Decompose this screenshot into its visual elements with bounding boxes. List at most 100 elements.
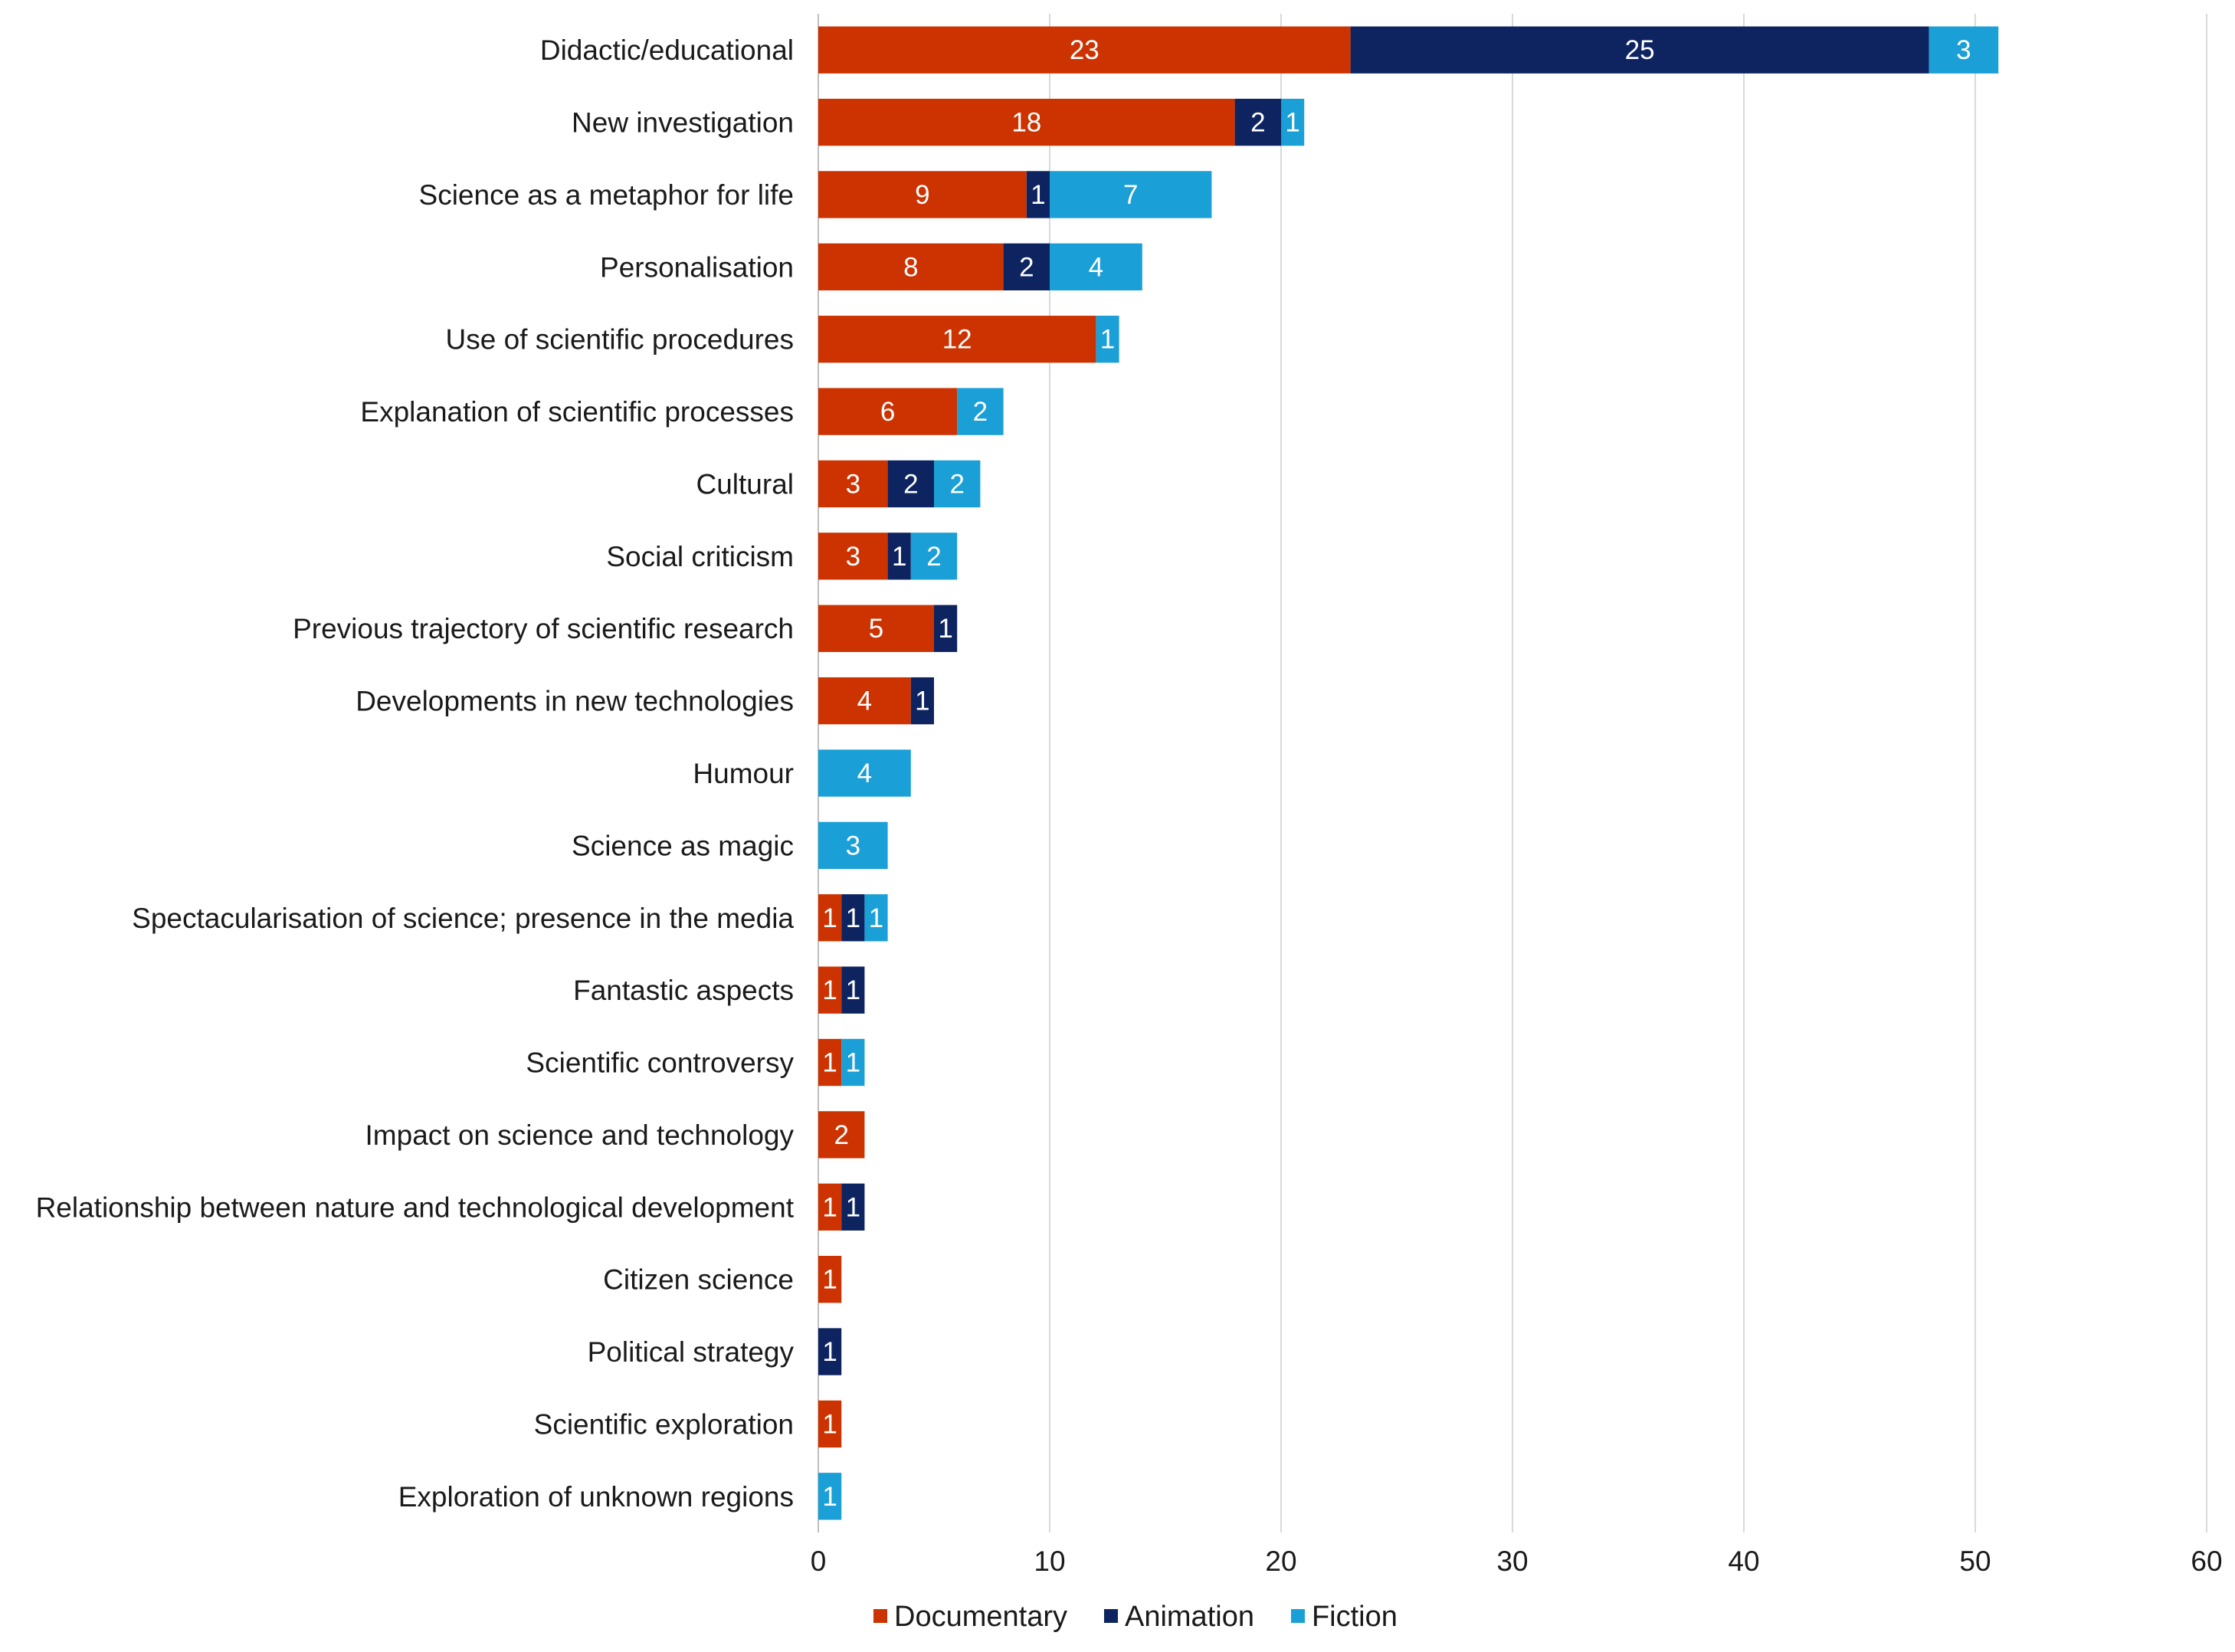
x-tick-label-0: 0 (811, 1545, 827, 1577)
category-label-relationship-between-nature-and-technological-development: Relationship between nature and technolo… (36, 1191, 795, 1223)
data-label-fiction-use-of-scientific-procedures: 1 (1100, 325, 1115, 355)
bar-fiction-humour (818, 749, 911, 797)
data-label-animation-personalisation: 2 (1019, 252, 1034, 282)
data-label-fiction-didactic-educational: 3 (1956, 35, 1971, 65)
category-label-humour: Humour (693, 758, 794, 789)
data-label-animation-relationship-between-nature-and-technological-development: 1 (846, 1192, 860, 1222)
data-label-documentary-scientific-exploration: 1 (822, 1409, 837, 1439)
data-label-fiction-humour: 4 (857, 759, 872, 788)
category-label-political-strategy: Political strategy (588, 1336, 795, 1368)
bar-documentary-relationship-between-nature-and-technological-development (818, 1183, 842, 1231)
category-label-personalisation: Personalisation (600, 251, 794, 283)
category-label-cultural: Cultural (696, 468, 795, 500)
bar-animation-science-as-a-metaphor-for-life (1026, 171, 1050, 218)
bar-animation-personalisation (1003, 243, 1050, 291)
legend: Documentary Animation Fiction (873, 1601, 1398, 1633)
data-label-animation-previous-trajectory-of-scientific-research: 1 (938, 614, 952, 644)
bar-animation-social-criticism (887, 533, 911, 580)
data-label-fiction-personalisation: 4 (1089, 252, 1103, 282)
data-label-documentary-new-investigation: 18 (1011, 108, 1041, 138)
x-tick-label-30: 30 (1496, 1545, 1528, 1577)
bar-documentary-developments-in-new-technologies (818, 677, 911, 725)
x-tick-label-60: 60 (2191, 1545, 2222, 1577)
category-label-scientific-controversy: Scientific controversy (526, 1047, 794, 1079)
bar-animation-cultural (887, 460, 934, 508)
category-label-exploration-of-unknown-regions: Exploration of unknown regions (398, 1481, 794, 1513)
bar-documentary-social-criticism (818, 533, 888, 580)
bar-documentary-previous-trajectory-of-scientific-research (818, 605, 934, 652)
gridlines (818, 14, 2207, 1532)
data-label-documentary-social-criticism: 3 (846, 542, 860, 572)
data-label-fiction-science-as-magic: 3 (846, 831, 860, 860)
data-label-fiction-exploration-of-unknown-regions: 1 (822, 1482, 837, 1512)
x-tick-label-10: 10 (1034, 1545, 1065, 1577)
data-label-documentary-previous-trajectory-of-scientific-research: 5 (869, 614, 883, 644)
category-label-previous-trajectory-of-scientific-research: Previous trajectory of scientific resear… (293, 613, 794, 644)
legend-label-fiction: Fiction (1312, 1601, 1398, 1633)
data-label-documentary-spectacularisation-of-science-presence-in-the-media: 1 (822, 903, 837, 933)
category-label-explanation-of-scientific-processes: Explanation of scientific processes (360, 396, 794, 428)
data-label-fiction-science-as-a-metaphor-for-life: 7 (1123, 180, 1138, 210)
category-label-scientific-exploration: Scientific exploration (534, 1408, 794, 1440)
bar-fiction-new-investigation (1281, 98, 1305, 146)
bar-fiction-explanation-of-scientific-processes (957, 388, 1004, 435)
data-label-animation-science-as-a-metaphor-for-life: 1 (1031, 180, 1045, 210)
legend-swatch-animation (1103, 1609, 1118, 1623)
bar-documentary-cultural (818, 460, 888, 508)
bar-documentary-fantastic-aspects (818, 966, 842, 1014)
data-label-documentary-use-of-scientific-procedures: 12 (942, 325, 972, 355)
category-labels: Didactic/educational New investigation Sci… (36, 34, 795, 1513)
x-tick-label-40: 40 (1728, 1545, 1759, 1577)
data-label-fiction-spectacularisation-of-science-presence-in-the-media: 1 (869, 903, 883, 933)
category-label-social-criticism: Social criticism (606, 541, 794, 572)
bar-fiction-science-as-a-metaphor-for-life (1050, 171, 1212, 218)
data-label-documentary-cultural: 3 (846, 469, 860, 499)
bar-animation-relationship-between-nature-and-technological-development (841, 1183, 865, 1231)
data-label-documentary-science-as-a-metaphor-for-life: 9 (915, 180, 929, 210)
bar-animation-didactic-educational (1350, 26, 1929, 74)
x-axis-ticks: 0 10 20 30 40 50 60 (811, 1545, 2223, 1577)
data-label-documentary-developments-in-new-technologies: 4 (857, 687, 872, 716)
bar-fiction-didactic-educational (1929, 26, 1999, 74)
data-label-documentary-scientific-controversy: 1 (822, 1048, 837, 1078)
bar-documentary-new-investigation (818, 98, 1235, 146)
category-label-new-investigation: New investigation (572, 107, 794, 139)
legend-swatch-fiction (1290, 1609, 1305, 1623)
data-label-fiction-scientific-controversy: 1 (846, 1048, 860, 1078)
bar-documentary-impact-on-science-and-technology (818, 1111, 865, 1159)
data-label-animation-spectacularisation-of-science-presence-in-the-media: 1 (846, 903, 860, 933)
data-label-animation-new-investigation: 2 (1250, 108, 1265, 138)
category-label-science-as-magic: Science as magic (572, 830, 794, 861)
data-label-documentary-personalisation: 8 (903, 252, 918, 282)
category-label-didactic-educational: Didactic/educational (540, 34, 794, 66)
bar-fiction-use-of-scientific-procedures (1096, 316, 1119, 363)
data-label-animation-cultural: 2 (903, 469, 918, 499)
data-label-documentary-impact-on-science-and-technology: 2 (834, 1120, 848, 1150)
bar-fiction-science-as-magic (818, 821, 888, 870)
legend-swatch-documentary (873, 1609, 887, 1623)
bar-animation-developments-in-new-technologies (910, 677, 934, 725)
x-tick-label-20: 20 (1265, 1545, 1296, 1577)
bar-animation-new-investigation (1234, 98, 1281, 146)
category-label-use-of-scientific-procedures: Use of scientific procedures (446, 324, 794, 356)
data-label-fiction-cultural: 2 (949, 469, 964, 499)
bar-fiction-personalisation (1050, 243, 1142, 291)
bar-documentary-scientific-controversy (818, 1038, 842, 1087)
data-label-animation-didactic-educational: 25 (1625, 35, 1655, 65)
legend-label-documentary: Documentary (894, 1601, 1067, 1633)
bar-animation-spectacularisation-of-science-presence-in-the-media (841, 894, 865, 942)
data-label-fiction-explanation-of-scientific-processes: 2 (973, 397, 988, 427)
data-label-fiction-social-criticism: 2 (926, 542, 941, 572)
bar-documentary-citizen-science (818, 1255, 842, 1303)
category-label-spectacularisation-of-science-presence-in-the-media: Spectacularisation of science; presence … (132, 903, 794, 934)
bar-documentary-explanation-of-scientific-processes (818, 388, 958, 435)
data-label-animation-social-criticism: 1 (892, 542, 906, 572)
data-label-animation-political-strategy: 1 (822, 1337, 837, 1367)
bar-fiction-social-criticism (910, 533, 958, 580)
category-label-science-as-a-metaphor-for-life: Science as a metaphor for life (419, 179, 794, 211)
bar-fiction-scientific-controversy (841, 1038, 865, 1087)
bar-documentary-spectacularisation-of-science-presence-in-the-media (818, 894, 842, 942)
data-label-animation-fantastic-aspects: 1 (846, 975, 860, 1005)
